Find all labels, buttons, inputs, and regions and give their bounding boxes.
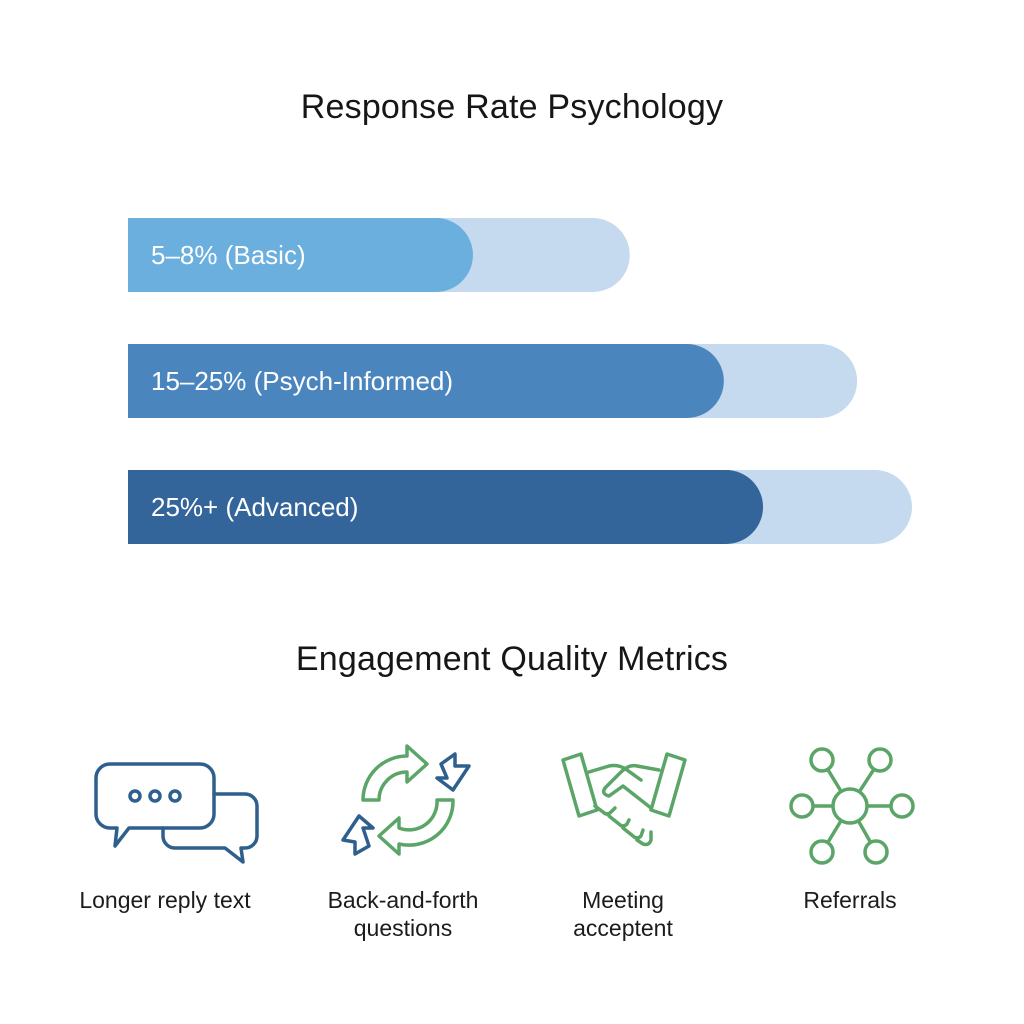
metric-back-and-forth-questions: Back-and-forth questions — [293, 736, 513, 941]
response-rate-bar-chart: 5–8% (Basic) 15–25% (Psych-Informed) 25%+ … — [128, 218, 912, 544]
handshake-icon — [561, 752, 687, 847]
metric-meeting-acceptance: Meeting acceptent — [513, 736, 733, 941]
bar-label: 5–8% (Basic) — [151, 240, 306, 270]
metric-label: Referrals — [803, 887, 897, 913]
metric-label: Longer reply text — [79, 887, 251, 913]
cycle-arrows-icon — [341, 744, 471, 856]
metric-referrals: Referrals — [740, 736, 960, 913]
bar-value-fill — [128, 344, 724, 418]
bar-value-fill — [128, 470, 764, 544]
network-hub-icon — [789, 747, 915, 865]
chart-title: Response Rate Psychology — [300, 88, 724, 126]
metric-label: Meeting acceptent — [573, 887, 673, 941]
bar-label: 15–25% (Psych-Informed) — [151, 366, 453, 396]
bar-value-fill — [128, 218, 473, 292]
metric-label: Back-and-forth questions — [327, 887, 479, 941]
metric-longer-reply-text: Longer reply text — [55, 736, 275, 913]
chat-bubbles-icon — [94, 762, 259, 864]
section-title: Engagement Quality Metrics — [295, 640, 729, 678]
bar-label: 25%+ (Advanced) — [151, 492, 358, 522]
